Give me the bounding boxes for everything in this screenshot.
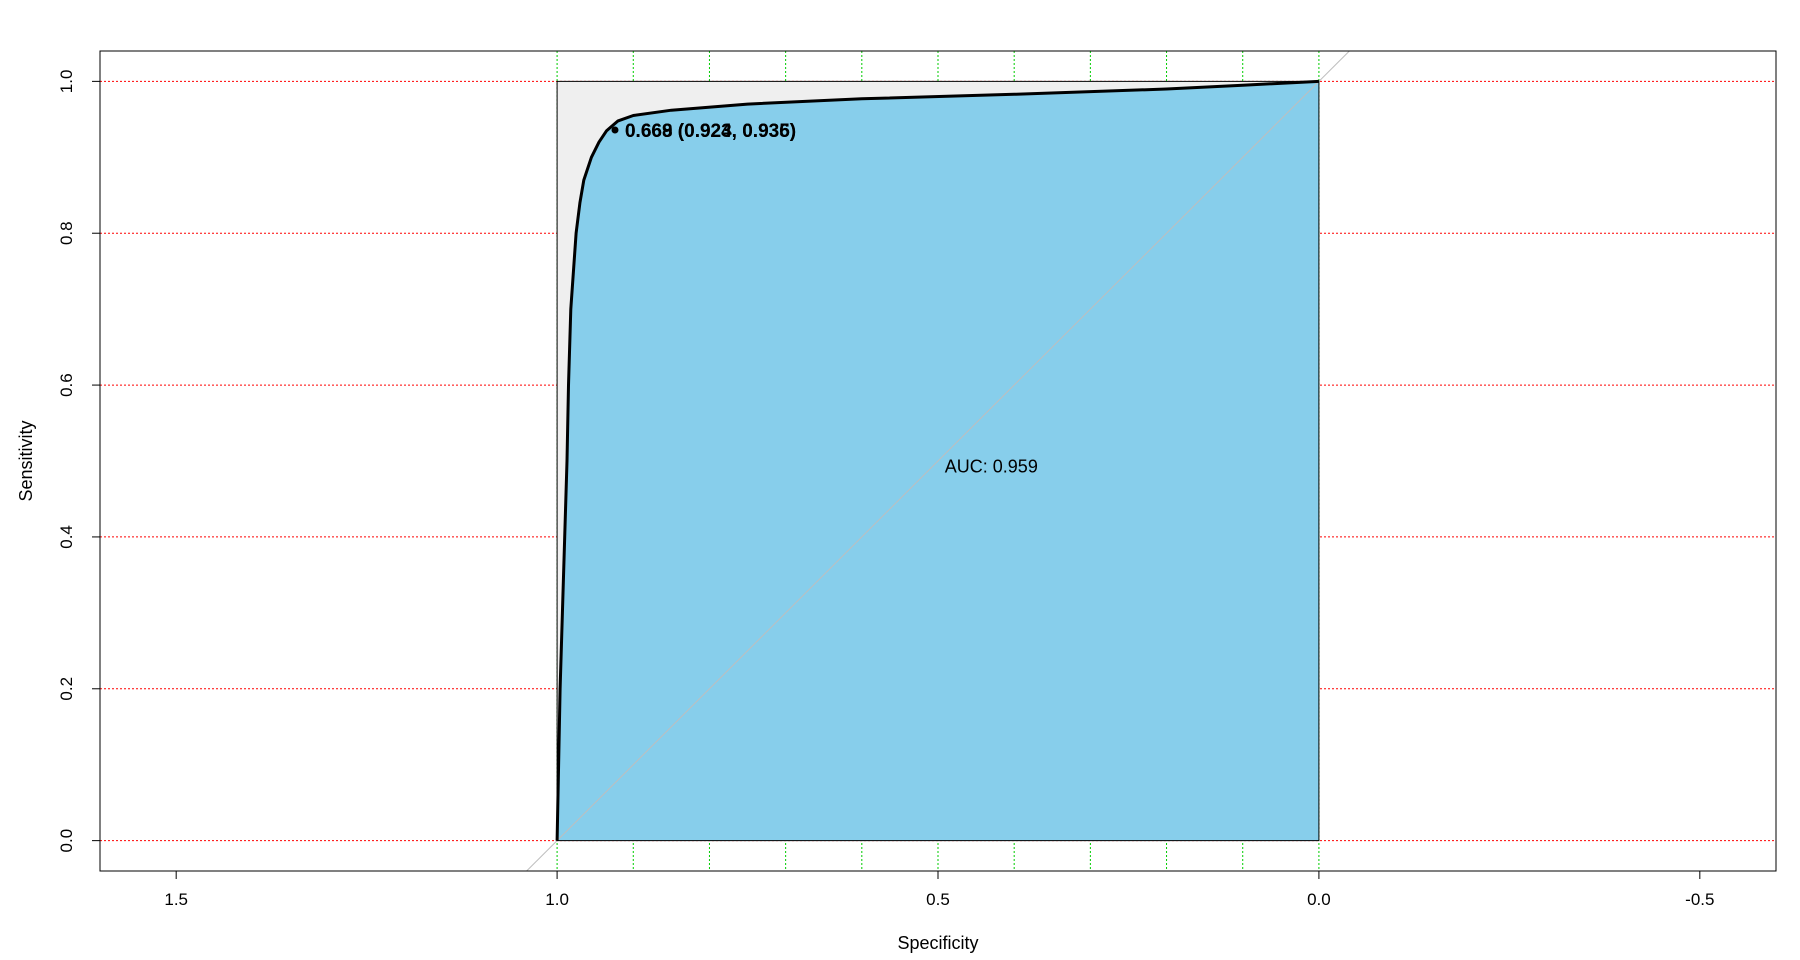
y-tick-label: 0.2: [57, 677, 76, 701]
x-axis-ticks: 1.5 1.0 0.5 0.0 -0.5: [164, 871, 1714, 909]
x-tick-label: 1.0: [545, 890, 569, 909]
y-tick-label: 0.0: [57, 829, 76, 853]
roc-curve: [555, 79, 1319, 841]
x-tick-label: -0.5: [1685, 890, 1714, 909]
unit-square-border: [556, 80, 1320, 842]
y-tick-label: 1.0: [57, 70, 76, 94]
y-tick-label: 0.6: [57, 373, 76, 397]
plot-region: [100, 51, 1776, 871]
threshold-label: 0.668 (0.924, 0.936): [625, 121, 796, 142]
y-tick-label: 0.4: [57, 525, 76, 549]
y-tick-label: 0.8: [57, 221, 76, 245]
chance-diagonal: [526, 51, 1350, 871]
auc-label: AUC: 0.959: [945, 456, 1038, 476]
x-axis-title: Specificity: [897, 933, 978, 953]
x-tick-label: 0.5: [926, 890, 950, 909]
threshold-label: 0.669 (0.923, 0.935): [625, 121, 796, 142]
y-axis-ticks: 0.0 0.2 0.4 0.6 0.8 1.0: [57, 70, 100, 853]
threshold-point: [611, 126, 619, 134]
x-tick-label: 0.0: [1307, 890, 1331, 909]
y-axis-title: Sensitivity: [16, 420, 36, 501]
x-tick-label: 1.5: [164, 890, 188, 909]
